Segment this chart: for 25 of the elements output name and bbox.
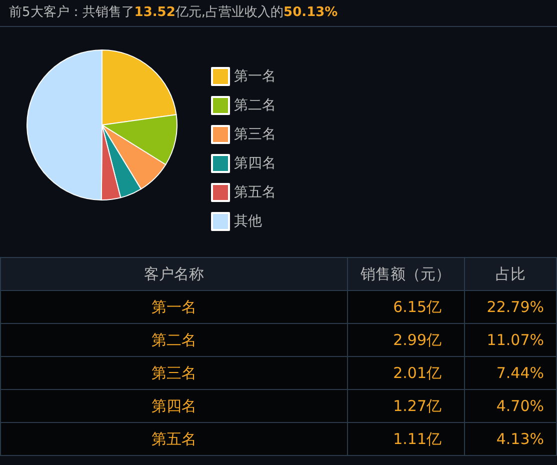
text: 4.13% xyxy=(464,422,556,456)
chart-title: 前5大客户：共销售了13.52亿元,占营业收入的50.13% xyxy=(0,0,557,27)
category-label: 第二名 xyxy=(151,330,196,348)
legend-label: 第二名 xyxy=(234,98,276,114)
legend-label: 第一名 xyxy=(234,68,276,84)
category-label: 第四名 xyxy=(151,396,196,414)
text: 7.44% xyxy=(464,356,556,390)
legend-label: 第四名 xyxy=(234,156,276,172)
legend-label: 其他 xyxy=(234,214,262,230)
category-label: 第三名 xyxy=(151,364,196,382)
text: 2.99亿 xyxy=(347,324,464,356)
text: 占比 xyxy=(464,258,556,290)
legend-label: 第三名 xyxy=(234,126,276,142)
text: 6.15亿 xyxy=(347,290,464,324)
category-label: 第五名 xyxy=(151,430,196,448)
text: 1.11亿 xyxy=(347,422,464,456)
text: 11.07% xyxy=(464,324,556,356)
text: 客户名称 xyxy=(0,258,348,290)
legend-label: 第五名 xyxy=(234,184,276,200)
category-label: 第一名 xyxy=(151,298,196,316)
text: 4.70% xyxy=(464,390,556,422)
text: 1.27亿 xyxy=(347,390,464,422)
text: 销售额（元） xyxy=(347,258,464,290)
text: 2.01亿 xyxy=(347,356,464,390)
text: 22.79% xyxy=(464,290,556,324)
